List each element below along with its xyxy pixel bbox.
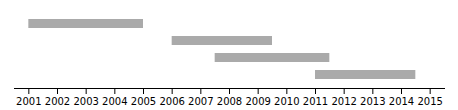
svg-text:2010: 2010: [274, 96, 299, 107]
svg-text:2002: 2002: [45, 96, 70, 107]
svg-text:2001: 2001: [16, 96, 41, 107]
svg-text:2013: 2013: [360, 96, 385, 107]
svg-text:2011: 2011: [303, 96, 328, 107]
svg-text:2014: 2014: [389, 96, 414, 107]
svg-text:2004: 2004: [102, 96, 127, 107]
svg-text:2008: 2008: [217, 96, 242, 107]
svg-text:2007: 2007: [188, 96, 213, 107]
svg-text:2006: 2006: [159, 96, 184, 107]
svg-text:2005: 2005: [131, 96, 156, 107]
svg-text:2003: 2003: [73, 96, 98, 107]
svg-text:2012: 2012: [331, 96, 356, 107]
svg-text:2015: 2015: [417, 96, 442, 107]
svg-text:2009: 2009: [245, 96, 270, 107]
